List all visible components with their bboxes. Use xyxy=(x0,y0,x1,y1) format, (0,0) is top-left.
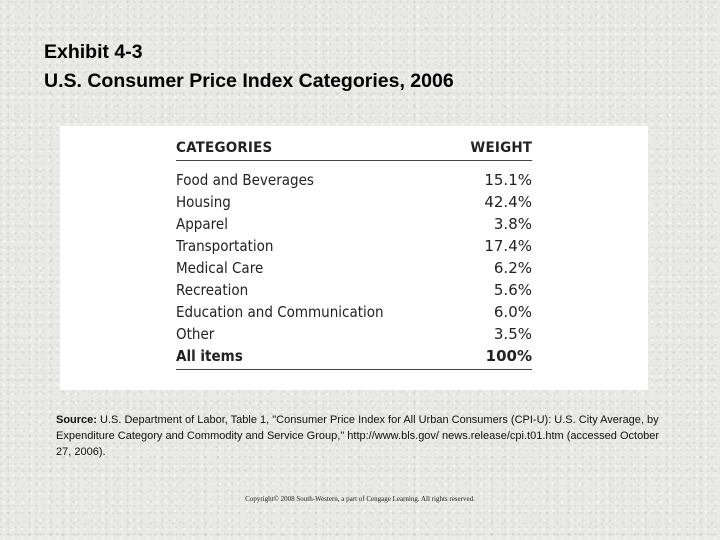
exhibit-number: Exhibit 4-3 xyxy=(44,41,143,63)
table-total-row: All items 100% xyxy=(176,345,532,367)
source-label: Source: xyxy=(56,414,97,426)
row-category: Medical Care xyxy=(176,259,264,277)
table-row: Transportation 17.4% xyxy=(176,235,532,257)
source-text: U.S. Department of Labor, Table 1, "Cons… xyxy=(56,414,660,458)
copyright-notice: Copyright© 2008 South-Western, a part of… xyxy=(245,495,475,503)
row-weight: 17.4% xyxy=(484,237,532,255)
table-row: Housing 42.4% xyxy=(176,191,532,213)
row-weight: 5.6% xyxy=(493,281,532,299)
row-category: Transportation xyxy=(176,237,274,255)
header-weight: WEIGHT xyxy=(470,140,533,156)
table-body: Food and Beverages 15.1% Housing 42.4% A… xyxy=(176,169,532,367)
source-note: Source: U.S. Department of Labor, Table … xyxy=(56,412,668,460)
row-weight: 6.0% xyxy=(493,303,532,321)
row-weight: 15.1% xyxy=(484,171,532,189)
table-row: Apparel 3.8% xyxy=(176,213,532,235)
exhibit-heading: U.S. Consumer Price Index Categories, 20… xyxy=(44,70,454,92)
total-category: All items xyxy=(176,347,243,365)
row-category: Education and Communication xyxy=(176,303,384,321)
row-category: Apparel xyxy=(176,215,228,233)
exhibit-title: Exhibit 4-3 U.S. Consumer Price Index Ca… xyxy=(44,38,454,96)
table-row: Education and Communication 6.0% xyxy=(176,301,532,323)
row-category: Food and Beverages xyxy=(176,171,314,189)
table-row: Other 3.5% xyxy=(176,323,532,345)
row-category: Other xyxy=(176,325,215,343)
row-weight: 3.5% xyxy=(493,325,532,343)
table-row: Recreation 5.6% xyxy=(176,279,532,301)
table-row: Medical Care 6.2% xyxy=(176,257,532,279)
cpi-table: CATEGORIES WEIGHT Food and Beverages 15.… xyxy=(176,134,533,370)
row-category: Recreation xyxy=(176,281,249,299)
table-header: CATEGORIES WEIGHT xyxy=(176,134,533,161)
table-row: Food and Beverages 15.1% xyxy=(176,169,532,191)
row-weight: 6.2% xyxy=(493,259,532,277)
table-panel: CATEGORIES WEIGHT Food and Beverages 15.… xyxy=(60,126,648,390)
total-weight: 100% xyxy=(485,347,532,365)
row-weight: 42.4% xyxy=(484,193,532,211)
row-weight: 3.8% xyxy=(493,215,532,233)
table-bottom-rule xyxy=(176,369,532,370)
row-category: Housing xyxy=(176,193,231,211)
header-categories: CATEGORIES xyxy=(176,140,273,156)
